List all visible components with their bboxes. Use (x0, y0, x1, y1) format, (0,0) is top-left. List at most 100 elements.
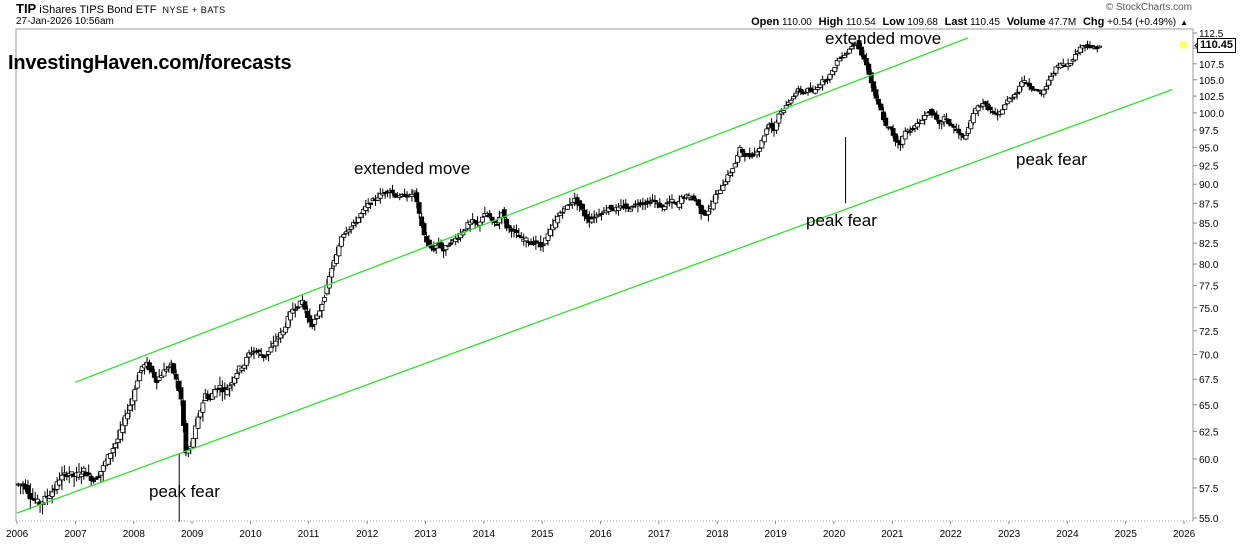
candle-down (1089, 45, 1095, 47)
candle-down (489, 216, 495, 221)
candle-up (791, 96, 796, 100)
candle-down (956, 128, 962, 134)
candle-up (915, 123, 920, 128)
candle-up (193, 425, 199, 439)
candle-up (1072, 54, 1078, 61)
candle-down (151, 371, 157, 378)
candle-down (949, 123, 954, 127)
candle-up (919, 120, 925, 125)
y-tick-label: 105.0 (1199, 76, 1224, 87)
chart-title: TIP iShares TIPS Bond ETF NYSE + BATS (16, 1, 226, 16)
candle-down (579, 203, 585, 210)
candle-down (1026, 82, 1032, 87)
y-tick-label: 72.5 (1199, 327, 1219, 338)
candle-down (526, 241, 531, 244)
candle-up (292, 309, 298, 311)
volume-value: 47.7M (1048, 17, 1077, 28)
candle-up (127, 404, 133, 411)
candle-up (166, 366, 172, 369)
candle-down (96, 476, 101, 479)
candle-up (1068, 63, 1073, 66)
candle-down (890, 128, 896, 136)
candle-down (987, 106, 993, 111)
candle-down (86, 472, 92, 475)
candle-up (377, 193, 383, 199)
candle-down (27, 492, 33, 500)
candle-down (368, 202, 374, 205)
candle-down (1036, 89, 1042, 92)
candle-up (669, 198, 675, 203)
candle-up (1060, 63, 1066, 66)
candle-up (132, 389, 138, 402)
candle-up (727, 172, 733, 176)
candle-down (88, 475, 94, 481)
candle-down (307, 315, 313, 323)
candle-down (181, 400, 186, 426)
candle-up (1002, 104, 1008, 110)
candle-up (266, 351, 271, 355)
candle-up (569, 202, 575, 205)
y-tick-label: 75.0 (1199, 304, 1219, 315)
x-tick-label: 2021 (881, 529, 904, 540)
candle-up (1041, 89, 1047, 95)
candle-down (647, 201, 653, 205)
y-tick-label: 55.0 (1199, 514, 1219, 525)
candle-down (742, 153, 748, 157)
candle-up (720, 185, 726, 191)
candle-down (1029, 86, 1035, 90)
candle-up (273, 340, 279, 347)
candle-up (348, 226, 354, 230)
ticker-symbol: TIP (16, 1, 37, 16)
candle-up (776, 113, 782, 124)
candle-up (761, 135, 767, 143)
candle-up (190, 438, 196, 448)
candle-up (353, 222, 359, 225)
x-tick-label: 2025 (1115, 529, 1138, 540)
candle-down (25, 485, 31, 494)
candle-down (93, 477, 99, 480)
candle-up (1021, 80, 1027, 83)
y-tick-label: 97.5 (1199, 126, 1219, 137)
candle-up (548, 229, 553, 237)
candle-up (336, 245, 342, 257)
y-tick-label: 102.5 (1199, 92, 1224, 103)
candle-down (506, 225, 512, 229)
x-tick-label: 2006 (6, 529, 29, 540)
candle-up (834, 59, 840, 66)
last-label: Last (944, 16, 968, 28)
candle-down (256, 349, 262, 353)
volume-label: Volume (1006, 16, 1046, 28)
y-tick-label: 107.5 (1199, 60, 1224, 71)
candle-down (416, 202, 422, 214)
candle-down (749, 154, 755, 157)
candle-up (846, 48, 852, 54)
candle-down (652, 200, 658, 203)
candle-up (812, 89, 818, 94)
candle-up (445, 244, 451, 247)
candle-up (249, 352, 254, 355)
candle-up (815, 87, 821, 90)
candle-up (970, 113, 976, 124)
candle-up (100, 465, 106, 472)
candle-up (710, 201, 716, 210)
last-price-tag: 110.45 (1197, 38, 1237, 54)
open-label: Open (751, 16, 780, 28)
candle-down (302, 301, 308, 310)
candle-down (630, 205, 636, 208)
candle-up (662, 206, 668, 210)
candle-up (713, 194, 719, 204)
candle-down (518, 236, 524, 239)
x-tick-label: 2019 (765, 529, 788, 540)
candle-up (1017, 85, 1022, 93)
high-value: 110.54 (845, 17, 876, 28)
candle-up (1043, 86, 1049, 90)
candle-up (757, 148, 762, 152)
y-tick-label: 62.5 (1199, 427, 1219, 438)
candle-up (227, 385, 233, 389)
x-tick-label: 2013 (414, 529, 437, 540)
candle-up (725, 174, 731, 183)
candle-up (433, 245, 439, 249)
candle-down (625, 206, 631, 209)
chart-annotation: extended move (354, 159, 471, 178)
